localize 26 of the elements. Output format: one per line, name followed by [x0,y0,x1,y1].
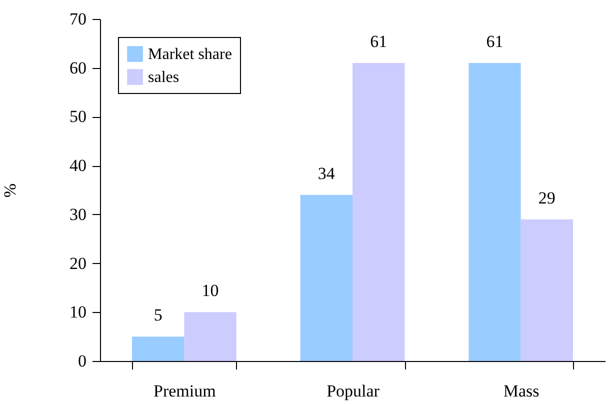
y-tick-label: 70 [70,10,86,28]
x-tick-label: Mass [503,382,540,400]
data-label: 10 [202,281,219,300]
data-label: 61 [370,32,388,51]
y-tick-label: 30 [70,204,86,224]
bar [520,219,574,361]
x-tick-label: Premium [153,382,216,400]
bar [132,336,184,361]
legend-label: sales [148,69,180,86]
x-tick-label: Popular [326,382,380,400]
y-axis-title: % [0,183,20,198]
y-tick-label: 10 [70,302,86,322]
bar [184,312,236,361]
data-label: 29 [538,188,556,208]
data-label: 34 [318,164,336,183]
y-tick-label: 40 [70,156,86,176]
y-tick-label: 20 [70,254,86,273]
bar [352,62,405,361]
y-tick-label: 60 [70,58,86,78]
data-label: 61 [486,32,504,51]
bar [300,194,352,361]
y-tick-label: 50 [70,107,86,126]
legend-label: Market share [148,46,232,63]
bar [468,62,521,361]
data-label: 5 [154,306,162,325]
y-tick-label: 0 [78,352,86,370]
